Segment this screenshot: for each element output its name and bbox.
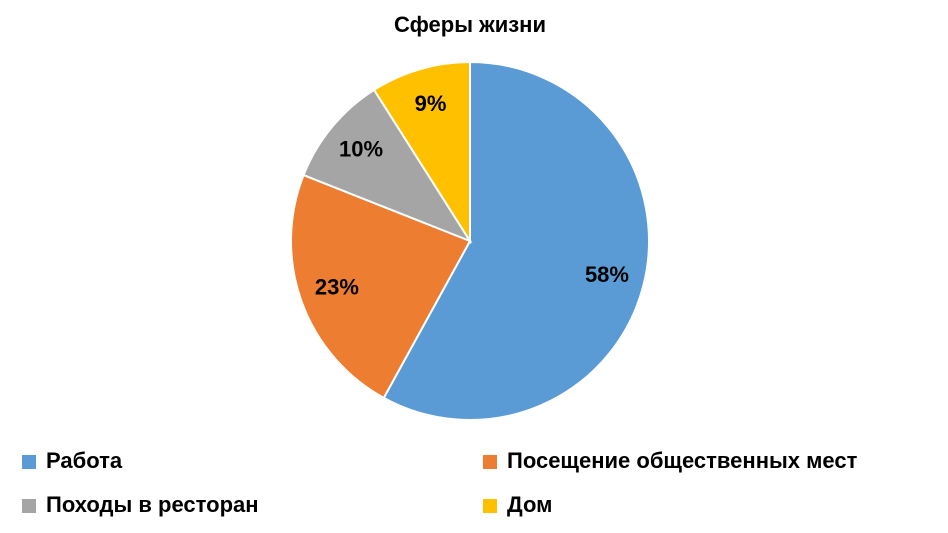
legend-swatch bbox=[22, 455, 36, 469]
data-label: 10% bbox=[339, 137, 383, 162]
data-label: 23% bbox=[315, 275, 359, 300]
legend-label: Работа bbox=[46, 448, 123, 473]
legend-swatch bbox=[22, 499, 36, 513]
legend-swatch bbox=[483, 499, 497, 513]
legend-label: Дом bbox=[507, 492, 552, 517]
chart-title: Сферы жизни bbox=[394, 12, 546, 37]
legend-swatch bbox=[483, 455, 497, 469]
data-label: 9% bbox=[415, 91, 447, 116]
data-label: 58% bbox=[585, 262, 629, 287]
legend-label: Посещение общественных мест bbox=[507, 448, 858, 473]
pie-slice bbox=[372, 60, 471, 245]
pie-slice bbox=[290, 173, 472, 400]
pie-slice bbox=[382, 60, 650, 421]
legend-label: Походы в ресторан bbox=[46, 492, 259, 517]
pie-slice bbox=[302, 88, 473, 244]
